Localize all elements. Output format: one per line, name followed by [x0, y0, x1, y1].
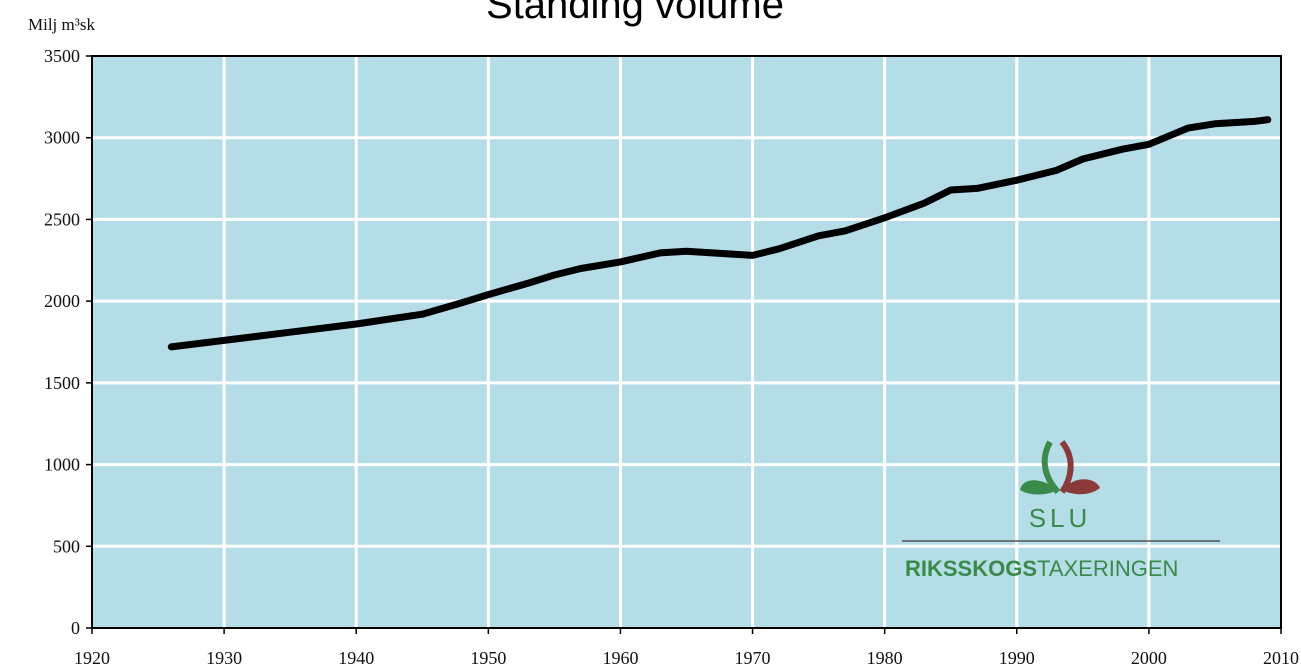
y-tick-label: 1500	[44, 373, 80, 393]
x-tick-label: 1980	[867, 648, 903, 668]
x-tick-label: 1930	[206, 648, 242, 668]
x-tick-label: 2010	[1263, 648, 1299, 668]
x-tick-labels: 1920 1930 1940 1950 1960 1970 1980 1990 2000 2010	[74, 628, 1299, 668]
logo-name-bold: RIKSSKOGS	[905, 556, 1037, 581]
plot-frame	[91, 55, 1282, 629]
x-tick-label: 2000	[1131, 648, 1167, 668]
y-tick-label: 0	[71, 618, 80, 638]
y-tick-label: 2000	[44, 291, 80, 311]
x-tick-label: 1970	[735, 648, 771, 668]
y-tick-label: 500	[53, 536, 80, 556]
x-tick-label: 1920	[74, 648, 110, 668]
slu-leaf-icon	[1020, 440, 1100, 495]
x-tick-label: 1940	[338, 648, 374, 668]
x-tick-label: 1950	[470, 648, 506, 668]
y-tick-label: 3500	[44, 46, 80, 66]
y-tick-label: 2500	[44, 209, 80, 229]
y-axis-label: Milj m³sk	[28, 15, 95, 34]
logo-name-regular: TAXERINGEN	[1037, 556, 1178, 581]
x-tick-label: 1960	[602, 648, 638, 668]
y-tick-label: 3000	[44, 128, 80, 148]
logo-organization-name: RIKSSKOGSTAXERINGEN	[905, 556, 1178, 581]
x-tick-label: 1990	[999, 648, 1035, 668]
y-tick-label: 1000	[44, 455, 80, 475]
slu-logo-text: SLU	[1029, 503, 1092, 533]
chart-title: Standing volume	[486, 0, 784, 27]
plot-area	[92, 56, 1281, 628]
slu-logo: SLU RIKSSKOGSTAXERINGEN	[902, 440, 1220, 581]
y-tick-labels: 0 500 1000 1500 2000 2500 3000 3500	[44, 46, 92, 638]
grid-lines	[92, 56, 1281, 628]
series-line-standing-volume	[167, 116, 1272, 351]
